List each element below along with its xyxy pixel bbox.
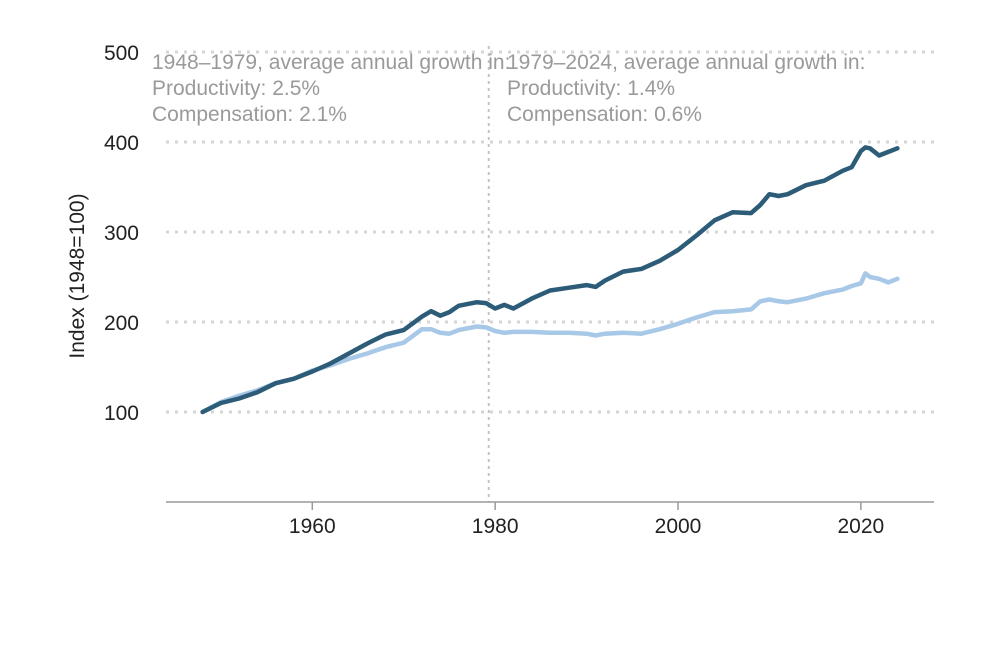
data-series (200, 145, 900, 415)
y-tick-label: 400 (104, 132, 139, 155)
y-tick-label: 100 (104, 402, 139, 425)
gridlines (166, 50, 934, 414)
x-axis-ticks: 1960 1980 2000 2020 (289, 502, 884, 538)
series-line-compensation (200, 271, 900, 415)
annotation-2-period: 1979–2024, average annual growth in: (507, 51, 865, 74)
x-tick-label: 2020 (837, 515, 884, 538)
annotation-2-compensation: Compensation: 0.6% (507, 103, 702, 126)
y-tick-label: 300 (104, 222, 139, 245)
annotation-period-2: 1979–2024, average annual growth in: Pro… (507, 51, 865, 126)
annotation-1-productivity: Productivity: 2.5% (152, 77, 320, 100)
x-tick-label: 1960 (289, 515, 336, 538)
y-tick-label: 500 (104, 42, 139, 65)
annotation-1-period: 1948–1979, average annual growth in: (152, 51, 510, 74)
y-axis-ticks: 100 200 300 400 500 (104, 42, 139, 425)
annotation-1-compensation: Compensation: 2.1% (152, 103, 347, 126)
y-axis-title: Index (1948=100) (66, 193, 89, 358)
series-line-productivity (200, 145, 900, 415)
annotation-2-productivity: Productivity: 1.4% (507, 77, 675, 100)
y-tick-label: 200 (104, 312, 139, 335)
x-tick-label: 2000 (655, 515, 702, 538)
x-tick-label: 1980 (472, 515, 519, 538)
annotation-period-1: 1948–1979, average annual growth in: Pro… (152, 51, 510, 126)
